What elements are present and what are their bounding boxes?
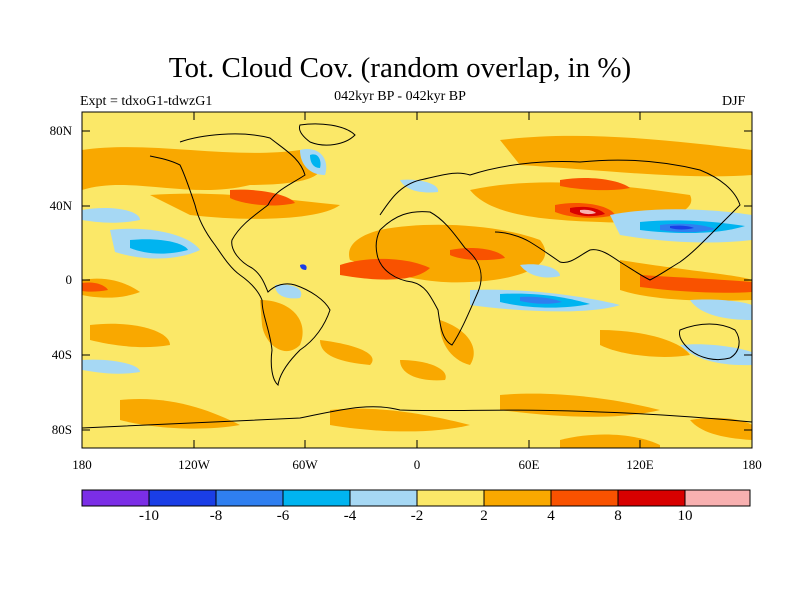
americas-coast [149, 133, 331, 386]
lat-label-0: 0 [65, 272, 73, 287]
africa-coast [375, 211, 482, 346]
colorbar-swatch-4 [282, 489, 351, 507]
lon-label-60e: 60E [518, 457, 540, 472]
colorbar-swatch-2 [148, 489, 217, 507]
colorbar-swatch-9 [617, 489, 686, 507]
map-subtitle: 042kyr BP - 042kyr BP [334, 89, 466, 104]
colorbar-label-minus4: -4 [343, 508, 357, 524]
season-label: DJF [722, 94, 746, 109]
antarctica-coast [82, 406, 752, 429]
coastlines [82, 123, 752, 429]
lat-label-80s: 80S [51, 422, 72, 437]
colorbar-swatch-1 [81, 489, 150, 507]
australia-coast [679, 323, 740, 361]
colorbar-swatch-8 [550, 489, 619, 507]
lon-label-120e: 120E [626, 457, 654, 472]
experiment-label: Expt = tdxoG1-tdwzG1 [80, 94, 213, 109]
lon-label-120w: 120W [178, 457, 210, 472]
colorbar-swatch-7 [483, 489, 552, 507]
lat-label-40n: 40N [49, 198, 72, 213]
greenland-coast [299, 123, 356, 146]
map-title: Tot. Cloud Cov. (random overlap, in %) [168, 52, 632, 84]
colorbar-swatch-10 [684, 489, 751, 507]
colorbar-label-minus2: -2 [410, 508, 424, 524]
lon-label-180e: 180 [742, 457, 762, 472]
positive-anomaly-10-plus [580, 209, 596, 215]
colorbar [81, 489, 751, 507]
anomaly-field [82, 112, 752, 448]
eurasia-coast [379, 159, 741, 281]
colorbar-label-minus10: -10 [139, 508, 159, 524]
colorbar-label-8: 8 [614, 508, 622, 524]
colorbar-swatch-6 [416, 489, 485, 507]
axis-ticks [81, 112, 753, 448]
colorbar-swatch-3 [215, 489, 284, 507]
colorbar-label-2: 2 [480, 508, 488, 524]
lat-label-80n: 80N [49, 123, 72, 138]
colorbar-label-minus8: -8 [209, 508, 223, 524]
lon-label-60w: 60W [292, 457, 318, 472]
lon-label-0: 0 [413, 457, 421, 472]
lon-label-180w: 180 [72, 457, 92, 472]
colorbar-label-minus6: -6 [276, 508, 290, 524]
colorbar-label-4: 4 [547, 508, 555, 524]
colorbar-label-10: 10 [677, 508, 693, 524]
lat-label-40s: 40S [51, 347, 72, 362]
negative-anomaly-8-10 [300, 225, 694, 270]
colorbar-swatch-5 [349, 489, 418, 507]
